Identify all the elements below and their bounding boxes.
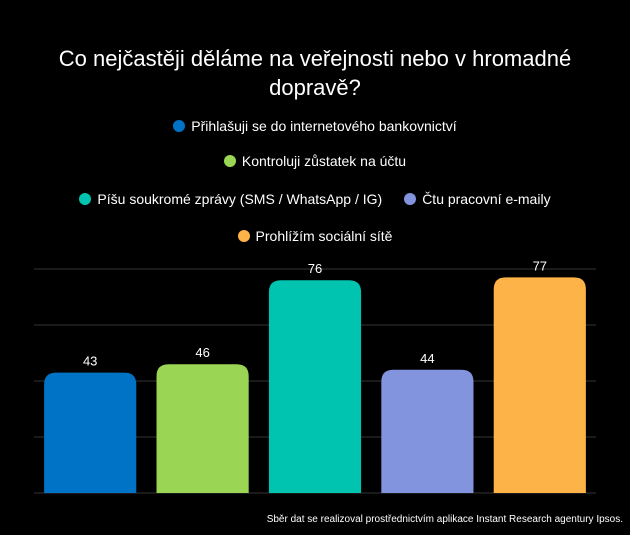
legend-dot-icon (404, 193, 417, 205)
legend-dot-icon (173, 120, 186, 132)
legend-row-3: Píšu soukromé zprávy (SMS / WhatsApp / I… (0, 191, 630, 207)
legend-dot-icon (223, 155, 236, 167)
source-note: Sběr dat se realizoval prostřednictvím a… (266, 514, 623, 525)
legend-item: Přihlašuji se do internetového bankovnic… (173, 118, 457, 134)
legend-row-4: Prohlížím sociální sítě (0, 228, 630, 244)
legend-dot-icon (79, 193, 92, 205)
legend-label: Čtu pracovní e-maily (422, 191, 551, 207)
legend-label: Prohlížím sociální sítě (255, 228, 393, 244)
legend-item: Prohlížím sociální sítě (237, 228, 393, 244)
legend-item: Kontroluji zůstatek na účtu (223, 153, 407, 169)
data-label: 77 (533, 258, 547, 273)
legend-label: Přihlašuji se do internetového bankovnic… (191, 118, 457, 134)
data-label: 44 (420, 351, 434, 366)
legend-dot-icon (237, 230, 250, 242)
data-label: 43 (83, 354, 97, 369)
bar (268, 280, 362, 493)
bar (381, 369, 474, 493)
data-label: 76 (308, 261, 322, 276)
bar (493, 277, 586, 493)
legend-item: Čtu pracovní e-maily (404, 191, 551, 207)
legend-label: Píšu soukromé zprávy (SMS / WhatsApp / I… (97, 191, 383, 207)
legend-row-1: Přihlašuji se do internetového bankovnic… (0, 118, 630, 134)
bar (156, 364, 249, 493)
bar (44, 372, 137, 493)
legend-label: Kontroluji zůstatek na účtu (241, 153, 407, 169)
legend-row-2: Kontroluji zůstatek na účtu (0, 153, 630, 169)
data-label: 46 (195, 345, 209, 360)
chart-title: Co nejčastěji děláme na veřejnosti nebo … (58, 46, 572, 100)
legend-item: Píšu soukromé zprávy (SMS / WhatsApp / I… (79, 191, 382, 207)
